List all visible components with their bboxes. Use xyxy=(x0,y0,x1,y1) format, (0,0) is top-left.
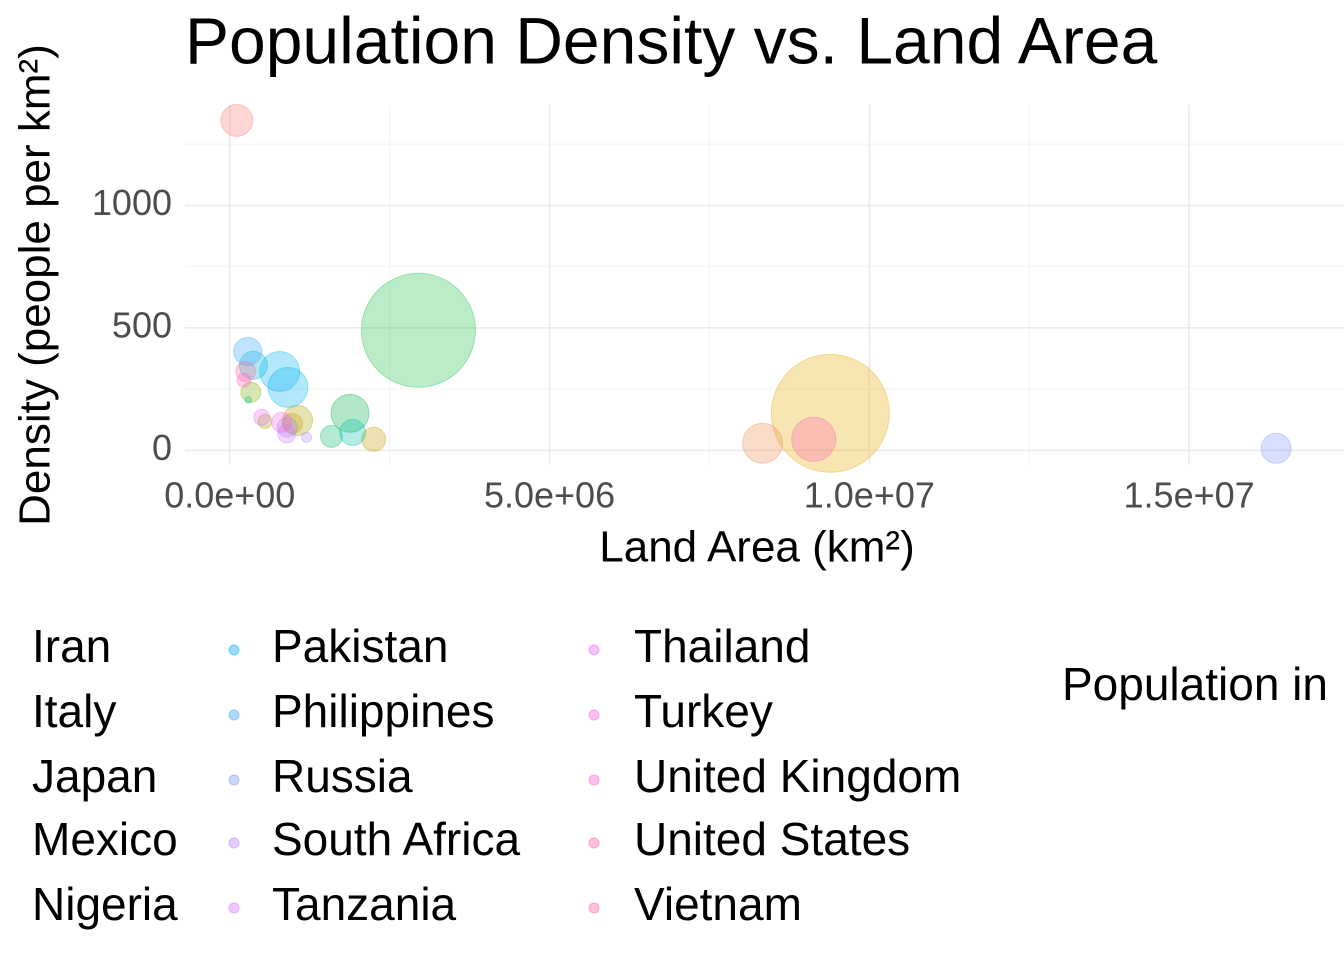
bubble xyxy=(300,431,313,443)
bubble xyxy=(791,416,837,462)
legend-symbol xyxy=(588,902,600,914)
legend-symbol xyxy=(228,709,240,721)
legend-symbol xyxy=(588,837,600,849)
legend-label: Iran xyxy=(32,620,111,672)
bubble xyxy=(244,396,253,404)
bubble xyxy=(277,424,297,444)
bubble xyxy=(281,412,303,434)
legend-label: Pakistan xyxy=(272,620,448,672)
bubble xyxy=(330,393,370,433)
bubble xyxy=(770,353,890,473)
bubble xyxy=(1260,432,1292,464)
bubble xyxy=(271,411,293,433)
bubble xyxy=(339,418,367,446)
bubble xyxy=(240,381,262,403)
legend-label: United Kingdom xyxy=(634,750,961,802)
legend-symbol xyxy=(588,644,600,656)
legend-label: Philippines xyxy=(272,685,494,737)
y-tick-label: 0 xyxy=(152,427,172,468)
bubble xyxy=(267,366,309,408)
legend-label: Russia xyxy=(272,750,413,802)
bubble xyxy=(360,272,476,388)
y-tick-label: 500 xyxy=(112,304,172,345)
bubble xyxy=(238,350,268,380)
bubble xyxy=(235,360,257,382)
bubble xyxy=(742,422,784,464)
legend-label: Mexico xyxy=(32,813,178,865)
bubble xyxy=(257,413,273,429)
x-tick-label: 1.5e+07 xyxy=(1124,475,1255,516)
bubble xyxy=(259,350,301,392)
size-legend-title: Population in xyxy=(1062,658,1328,710)
bubble xyxy=(319,424,343,448)
y-axis-label: Density (people per km²) xyxy=(11,44,60,526)
legend-label: Vietnam xyxy=(634,878,802,930)
legend-label: United States xyxy=(634,813,910,865)
legend-symbol xyxy=(588,774,600,786)
x-axis-label: Land Area (km²) xyxy=(599,523,914,572)
x-tick-label: 0.0e+00 xyxy=(164,475,295,516)
legend-symbol xyxy=(588,709,600,721)
legend-symbol xyxy=(228,774,240,786)
legend-label: Tanzania xyxy=(272,878,457,930)
chart-title: Population Density vs. Land Area xyxy=(185,3,1158,77)
legend-label: Turkey xyxy=(634,685,773,737)
bubble xyxy=(282,404,314,436)
bubble xyxy=(233,336,263,366)
legend-symbol xyxy=(228,902,240,914)
legend-symbol xyxy=(228,644,240,656)
legend-label: Italy xyxy=(32,685,116,737)
bubble xyxy=(220,103,254,137)
legend-label: Japan xyxy=(32,750,157,802)
legend-label: Nigeria xyxy=(32,878,178,930)
x-tick-label: 1.0e+07 xyxy=(804,475,935,516)
bubble xyxy=(253,408,271,426)
bubble xyxy=(276,416,298,438)
x-tick-label: 5.0e+06 xyxy=(484,475,615,516)
y-tick-label: 1000 xyxy=(92,182,172,223)
legend-label: Thailand xyxy=(634,620,810,672)
bubble xyxy=(236,372,252,388)
legend-label: South Africa xyxy=(272,813,520,865)
bubble xyxy=(361,426,387,452)
legend-symbol xyxy=(228,837,240,849)
